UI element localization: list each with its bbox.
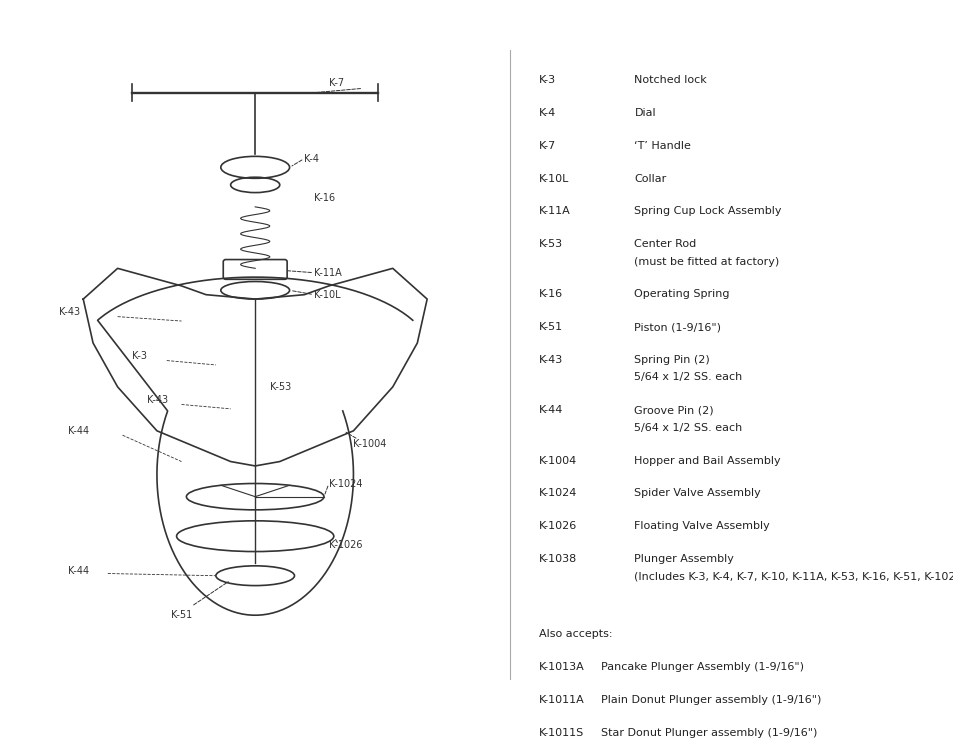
Text: K-4: K-4 — [304, 154, 319, 164]
Text: K-11A: K-11A — [314, 268, 341, 277]
Text: K-7: K-7 — [329, 78, 344, 89]
Text: K-43: K-43 — [59, 307, 80, 317]
Text: Plunger Assembly: Plunger Assembly — [634, 554, 734, 564]
Text: K-1026: K-1026 — [329, 540, 362, 550]
Text: Groove Pin (2): Groove Pin (2) — [634, 405, 713, 415]
Text: K-4: K-4 — [538, 108, 556, 118]
Text: K-1026: K-1026 — [538, 521, 577, 531]
Text: 11: 11 — [908, 700, 936, 718]
Text: AUBURN, WA 98001 USA • WWW.BELSHAW.COM • WWW.BELSHAW-ADAMATIC.COM: AUBURN, WA 98001 USA • WWW.BELSHAW.COM •… — [62, 715, 417, 724]
Text: Spider Valve Assembly: Spider Valve Assembly — [634, 489, 760, 498]
Text: 5/64 x 1/2 SS. each: 5/64 x 1/2 SS. each — [634, 373, 741, 382]
Text: 5/64 x 1/2 SS. each: 5/64 x 1/2 SS. each — [634, 423, 741, 433]
Text: K-1004: K-1004 — [538, 455, 577, 466]
Text: K-1013A: K-1013A — [538, 662, 584, 672]
Text: K-1004: K-1004 — [354, 439, 386, 449]
Text: Collar: Collar — [634, 173, 666, 184]
Text: K-10L: K-10L — [314, 290, 340, 300]
Text: Also accepts:: Also accepts: — [538, 630, 612, 639]
Text: Notched lock: Notched lock — [634, 75, 706, 86]
Text: K-1011A: K-1011A — [538, 694, 584, 705]
Text: Star Donut Plunger assembly (1-9/16"): Star Donut Plunger assembly (1-9/16") — [600, 728, 817, 737]
Text: K-1024: K-1024 — [538, 489, 577, 498]
Text: ‘T’ Handle: ‘T’ Handle — [634, 141, 691, 151]
Text: K-10L: K-10L — [538, 173, 569, 184]
Text: K-11A: K-11A — [538, 207, 570, 216]
Text: K-16: K-16 — [314, 193, 335, 203]
Text: ©BELSHAW ADAMATIC BAKERY GROUP • 814 44TH STREET NW SUITE 103: ©BELSHAW ADAMATIC BAKERY GROUP • 814 44T… — [62, 696, 377, 705]
Text: K-16: K-16 — [538, 289, 562, 300]
Text: TYPE K  PANCAKE DISPENSER • TYPE K DONUT DEPOSITOR: TYPE K PANCAKE DISPENSER • TYPE K DONUT … — [524, 696, 777, 705]
Text: K-3: K-3 — [538, 75, 556, 86]
Text: Spring Pin (2): Spring Pin (2) — [634, 355, 709, 365]
Text: Plain Donut Plunger assembly (1-9/16"): Plain Donut Plunger assembly (1-9/16") — [600, 694, 821, 705]
Text: (Includes K-3, K-4, K-7, K-10, K-11A, K-53, K-16, K-51, K-1024, K-1026): (Includes K-3, K-4, K-7, K-10, K-11A, K-… — [634, 571, 953, 582]
Text: Hopper and Bail Assembly: Hopper and Bail Assembly — [634, 455, 781, 466]
Text: Piston (1-9/16"): Piston (1-9/16") — [634, 322, 720, 332]
Text: K-1024: K-1024 — [329, 478, 362, 489]
Text: Pancake Plunger Assembly (1-9/16"): Pancake Plunger Assembly (1-9/16") — [600, 662, 803, 672]
Text: Floating Valve Assembly: Floating Valve Assembly — [634, 521, 769, 531]
Text: K-44: K-44 — [538, 405, 563, 415]
Text: K-3: K-3 — [132, 351, 147, 361]
Text: Belshaw: Belshaw — [17, 12, 146, 38]
Text: K-44: K-44 — [69, 566, 90, 576]
Text: K-53: K-53 — [270, 382, 291, 392]
Text: TYPE K HUSHPUPPY DEPOSITOR  •  OPERATOR'S MANUAL  •  MN-1536 111010: TYPE K HUSHPUPPY DEPOSITOR • OPERATOR'S … — [524, 715, 860, 724]
Text: K-1011S: K-1011S — [538, 728, 583, 737]
Text: K-43: K-43 — [147, 395, 168, 405]
Text: Operating Spring: Operating Spring — [634, 289, 729, 300]
Text: TYPE K HUSHPUPPY DEPOSITOR: TYPE K HUSHPUPPY DEPOSITOR — [172, 18, 447, 32]
Text: 10: 10 — [17, 700, 44, 718]
Text: K-44: K-44 — [69, 426, 90, 436]
Text: K-51: K-51 — [538, 322, 562, 332]
Text: (must be fitted at factory): (must be fitted at factory) — [634, 257, 779, 266]
Text: Spring Cup Lock Assembly: Spring Cup Lock Assembly — [634, 207, 781, 216]
Text: K-53: K-53 — [538, 239, 562, 249]
Text: Center Rod: Center Rod — [634, 239, 696, 249]
Text: PARTS BREAKDOWN: PARTS BREAKDOWN — [529, 16, 731, 34]
Text: K-7: K-7 — [538, 141, 556, 151]
Text: K-51: K-51 — [171, 610, 192, 620]
Text: Dial: Dial — [634, 108, 656, 118]
Text: K-1038: K-1038 — [538, 554, 577, 564]
Text: K-43: K-43 — [538, 355, 562, 365]
